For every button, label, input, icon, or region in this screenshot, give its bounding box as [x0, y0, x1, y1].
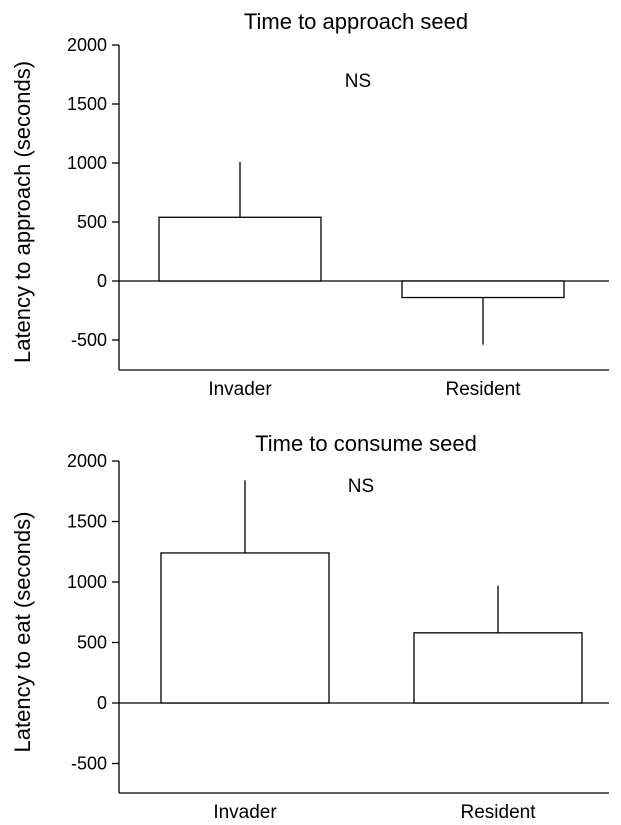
bar-resident	[413, 632, 583, 704]
y-axis-title: Latency to approach (seconds)	[10, 61, 35, 363]
chart-title: Time to consume seed	[255, 431, 477, 456]
chart-consume: Time to consume seed NS Latency to eat (…	[10, 431, 609, 823]
y-tick-label: 0	[97, 693, 107, 713]
x-tick-label: Resident	[461, 802, 537, 823]
plot-area: 2000 1500 1000 500 0 -500 Invader Resident	[67, 451, 609, 823]
y-tick-label: 1000	[67, 572, 107, 592]
y-tick-label: 1000	[67, 153, 107, 173]
plot-area: 2000 1500 1000 500 0 -500 Invader Resident	[67, 35, 609, 400]
y-tick-label: 2000	[67, 451, 107, 471]
chart-title: Time to approach seed	[244, 9, 468, 34]
y-tick-label: -500	[71, 330, 107, 350]
ns-annotation: NS	[345, 71, 371, 92]
x-tick-label: Invader	[213, 802, 277, 823]
bar-invader	[158, 216, 322, 282]
y-tick-label: -500	[71, 754, 107, 774]
y-axis-title: Latency to eat (seconds)	[10, 512, 35, 753]
y-tick-label: 1500	[67, 94, 107, 114]
y-tick-label: 2000	[67, 35, 107, 55]
x-tick-label: Invader	[208, 379, 272, 400]
bar-resident	[401, 280, 565, 299]
y-tick-label: 500	[77, 212, 107, 232]
y-tick-label: 0	[97, 271, 107, 291]
x-tick-label: Resident	[446, 379, 522, 400]
y-tick-label: 500	[77, 633, 107, 653]
y-tick-label: 1500	[67, 512, 107, 532]
chart-approach: Time to approach seed NS Latency to appr…	[10, 9, 609, 400]
bar-invader	[160, 552, 330, 704]
ns-annotation: NS	[348, 476, 374, 497]
